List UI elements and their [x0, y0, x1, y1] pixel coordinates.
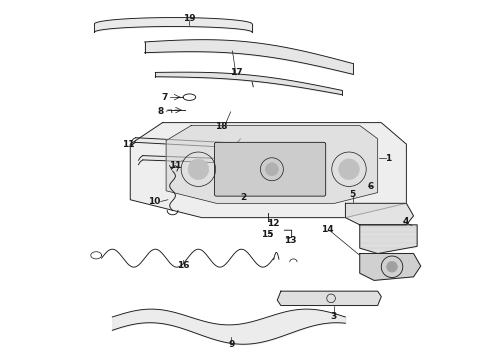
- Text: 11: 11: [169, 161, 181, 170]
- Text: 18: 18: [216, 122, 228, 131]
- Text: 13: 13: [284, 237, 296, 246]
- Polygon shape: [360, 253, 421, 280]
- Circle shape: [339, 159, 359, 180]
- Circle shape: [387, 261, 397, 272]
- Text: 5: 5: [349, 190, 356, 199]
- Text: 17: 17: [230, 68, 243, 77]
- Polygon shape: [166, 126, 378, 203]
- Ellipse shape: [183, 94, 196, 100]
- Polygon shape: [345, 203, 414, 225]
- Polygon shape: [360, 225, 417, 253]
- Polygon shape: [277, 291, 381, 306]
- FancyBboxPatch shape: [215, 142, 326, 196]
- Text: 7: 7: [161, 93, 168, 102]
- Text: 10: 10: [148, 197, 161, 206]
- Text: 12: 12: [267, 219, 279, 228]
- Text: 11: 11: [122, 140, 135, 149]
- Polygon shape: [130, 123, 406, 218]
- Text: 2: 2: [240, 193, 246, 202]
- Text: 6: 6: [368, 182, 374, 191]
- Text: 16: 16: [177, 261, 190, 270]
- Text: 8: 8: [158, 107, 164, 116]
- Text: 9: 9: [228, 341, 235, 350]
- Text: 19: 19: [183, 14, 196, 23]
- Circle shape: [188, 159, 209, 180]
- Text: 1: 1: [385, 154, 392, 163]
- Circle shape: [266, 163, 278, 176]
- Text: 4: 4: [402, 217, 409, 226]
- Text: 3: 3: [331, 312, 337, 321]
- Text: 14: 14: [321, 225, 334, 234]
- Text: 15: 15: [261, 230, 273, 239]
